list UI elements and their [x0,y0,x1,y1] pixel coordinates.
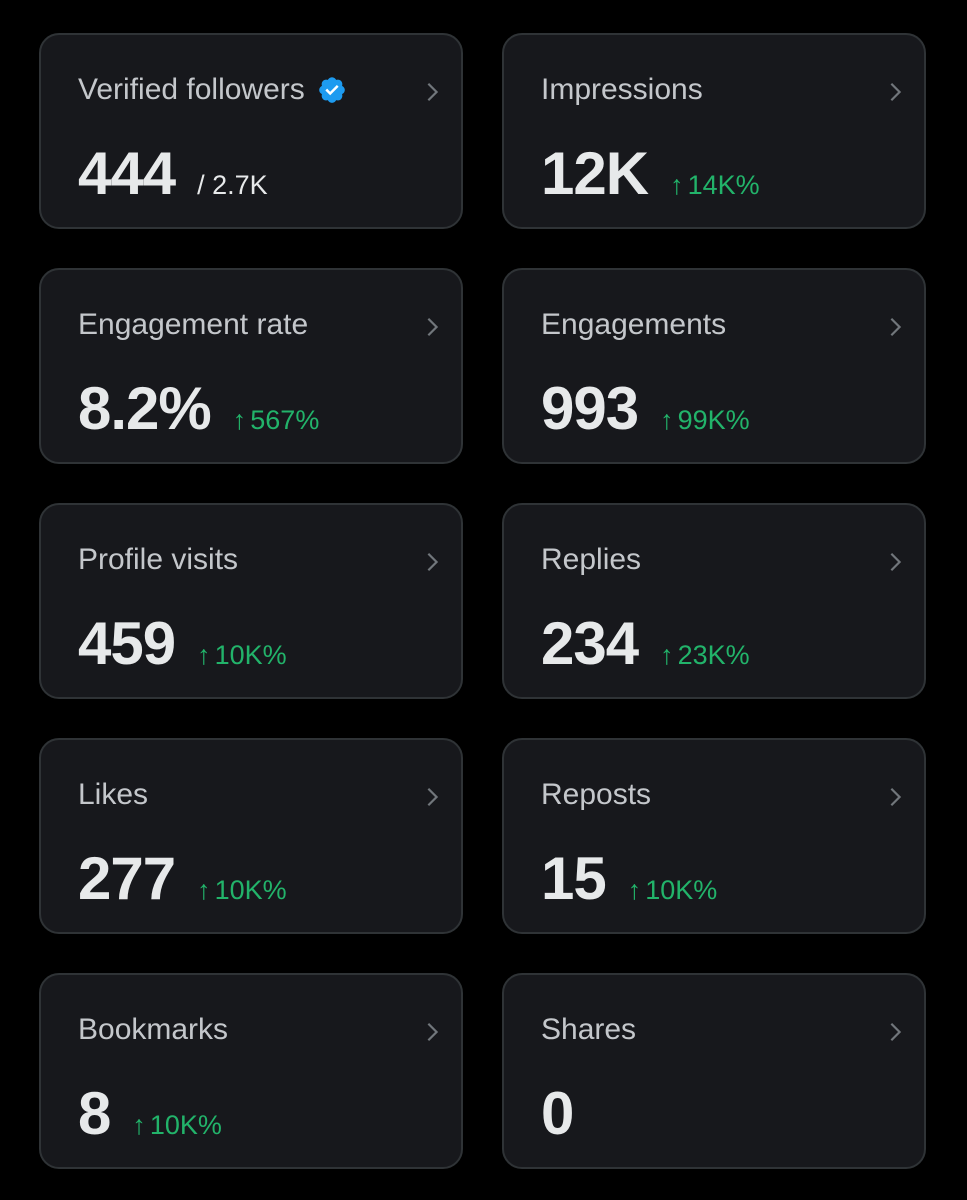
card-shares[interactable]: Shares 0 [502,973,926,1169]
card-value: 8 [78,1080,111,1147]
card-engagements[interactable]: Engagements 993 ↑ 99K% [502,268,926,464]
card-title: Engagement rate [78,308,309,341]
card-delta: ↑ 567% [232,405,320,435]
chevron-right-icon [890,552,902,572]
card-bookmarks[interactable]: Bookmarks 8 ↑ 10K% [39,973,463,1169]
card-title: Verified followers [78,73,305,106]
arrow-up-icon: ↑ [197,875,211,905]
card-likes[interactable]: Likes 277 ↑ 10K% [39,738,463,934]
arrow-up-icon: ↑ [660,405,674,435]
chevron-right-icon [890,82,902,102]
card-value: 993 [541,375,639,442]
chevron-right-icon [890,787,902,807]
card-title: Impressions [541,73,703,106]
verified-badge-icon [318,77,345,103]
card-title: Bookmarks [78,1013,229,1046]
arrow-up-icon: ↑ [232,405,247,435]
arrow-up-icon: ↑ [627,875,642,905]
card-value: 12K [541,140,649,207]
card-value: 459 [78,610,176,677]
chevron-right-icon [427,317,439,337]
card-value: 234 [541,610,639,677]
card-value: 444 [78,140,176,207]
card-replies[interactable]: Replies 234 ↑ 23K% [502,503,926,699]
arrow-up-icon: ↑ [132,1110,146,1140]
card-title: Engagements [541,308,727,341]
arrow-up-icon: ↑ [660,640,674,670]
card-value: 0 [541,1080,574,1147]
chevron-right-icon [427,82,439,102]
card-delta: ↑ 99K% [660,405,750,435]
chevron-right-icon [427,1022,439,1042]
card-delta: ↑ 10K% [627,875,718,905]
chevron-right-icon [890,317,902,337]
card-value: 15 [541,845,607,912]
card-title: Reposts [541,778,652,811]
chevron-right-icon [890,1022,902,1042]
card-delta: ↑ 10K% [132,1110,222,1140]
card-reposts[interactable]: Reposts 15 ↑ 10K% [502,738,926,934]
card-title: Shares [541,1013,637,1046]
arrow-up-icon: ↑ [197,640,211,670]
card-title: Profile visits [78,543,239,576]
card-profile-visits[interactable]: Profile visits 459 ↑ 10K% [39,503,463,699]
card-title: Likes [78,778,149,811]
arrow-up-icon: ↑ [670,170,684,200]
card-value: 277 [78,845,176,912]
card-subvalue: / 2.7K [197,170,268,200]
card-engagement-rate[interactable]: Engagement rate 8.2% ↑ 567% [39,268,463,464]
card-delta: ↑ 10K% [197,640,287,670]
card-delta: ↑ 10K% [197,875,287,905]
card-impressions[interactable]: Impressions 12K ↑ 14K% [502,33,926,229]
card-delta: ↑ 14K% [670,170,760,200]
chevron-right-icon [427,552,439,572]
chevron-right-icon [427,787,439,807]
card-verified-followers[interactable]: Verified followers 444 / 2.7K [39,33,463,229]
card-delta: ↑ 23K% [660,640,750,670]
card-title: Replies [541,543,642,576]
card-value: 8.2% [78,375,212,442]
